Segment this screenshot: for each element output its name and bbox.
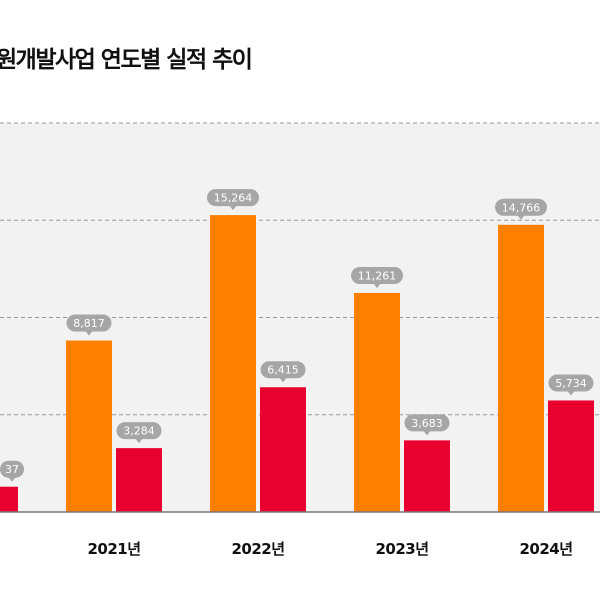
data-label-text: 3,284 [123,425,155,438]
bar-series-2 [116,448,162,512]
data-label: 5,734 [548,374,594,396]
bar-series-2 [260,387,306,512]
label-pointer [373,282,381,288]
data-label: 3,683 [404,414,450,436]
label-pointer [85,330,93,336]
label-pointer [423,430,431,436]
x-tick-label: 2021년 [87,540,140,558]
label-bubble [404,414,450,432]
label-pointer [517,214,525,220]
data-label: 14,766 [495,198,547,220]
bar-series-1 [354,292,400,512]
x-tick-label: 2022년 [231,540,284,558]
label-pointer [229,205,237,211]
label-bubble [548,374,594,392]
bar-series-2 [548,400,594,512]
data-label-text: 3,683 [411,417,443,430]
data-label-text: 14,766 [502,201,541,214]
data-label-text: 11,261 [358,269,397,282]
label-pointer [135,438,143,444]
data-label: 6,415 [260,361,306,383]
x-tick-label: 2023년 [375,540,428,558]
data-label: 11,261 [351,266,403,288]
label-pointer [567,390,575,396]
label-bubble [260,361,306,379]
label-pointer [279,377,287,383]
label-bubble [207,189,259,207]
label-bubble [66,314,112,332]
bar-series-1 [66,340,112,512]
data-label-text: 37 [5,463,19,476]
label-bubble [351,266,403,284]
data-label-text: 5,734 [555,377,587,390]
x-tick-label: 2024년 [519,540,572,558]
data-label: 3,284 [116,422,162,444]
bar-series-1 [498,224,544,512]
label-bubble [116,422,162,440]
data-label: 8,817 [66,314,112,336]
bar-series-2 [0,486,18,512]
data-label-text: 6,415 [267,364,299,377]
data-label-text: 8,817 [73,317,105,330]
chart-title: 원개발사업 연도별 실적 추이 [0,47,253,73]
label-bubble [495,198,547,216]
bar-series-2 [404,440,450,512]
data-label: 37 [0,460,24,482]
bar-series-1 [210,215,256,512]
data-label-text: 15,264 [214,192,253,205]
label-pointer [8,476,16,482]
data-label: 15,264 [207,189,259,211]
label-bubble [0,460,24,478]
